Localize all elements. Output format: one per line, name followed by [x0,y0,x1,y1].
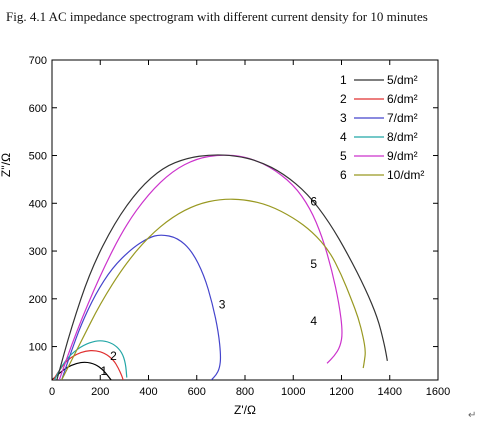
figure-caption: Fig. 4.1 AC impedance spectrogram with d… [6,9,428,24]
y-tick-label: 100 [29,342,47,354]
x-tick-label: 1200 [329,386,353,398]
series-line-3 [61,234,222,380]
x-axis-title: Z'/Ω [234,403,256,417]
legend-label: 6/dm² [387,92,418,106]
curve-label-1: 1 [101,364,108,378]
series-line-6 [61,198,366,380]
x-tick-label: 1000 [281,386,305,398]
x-tick-label: 1600 [426,386,450,398]
series-line-extra-6 [56,154,388,380]
y-tick-label: 600 [29,103,47,115]
curve-label-4: 4 [310,314,317,328]
legend-label: 8/dm² [387,130,418,144]
x-tick-label: 200 [91,386,109,398]
legend-number: 1 [340,73,347,87]
plot-frame [51,59,439,381]
y-tick-label: 400 [29,198,47,210]
legend-number: 5 [340,149,347,163]
x-tick-label: 1400 [378,386,402,398]
legend-number: 2 [340,92,347,106]
y-tick-label: 200 [29,294,47,306]
x-tick-label: 800 [236,386,254,398]
y-tick-label: 700 [29,55,47,67]
curve-label-6: 6 [310,195,317,209]
x-tick-label: 400 [139,386,157,398]
curve-label-2: 2 [110,349,117,363]
legend-number: 6 [340,168,347,182]
y-axis-title: Z''/Ω [0,153,13,177]
y-tick-label: 500 [29,151,47,163]
legend-label: 5/dm² [387,73,418,87]
y-tick-label: 300 [29,246,47,258]
return-mark: ↵ [468,410,477,421]
x-tick-label: 600 [188,386,206,398]
curve-label-5: 5 [310,257,317,271]
legend-label: 9/dm² [387,149,418,163]
legend-label: 7/dm² [387,111,418,125]
series-line-4 [53,340,128,380]
curve-label-3: 3 [219,297,226,311]
series-line-1 [52,361,113,380]
legend-label: 10/dm² [387,168,424,182]
legend-number: 3 [340,111,347,125]
legend-number: 4 [340,130,347,144]
x-tick-label: 0 [49,386,55,398]
